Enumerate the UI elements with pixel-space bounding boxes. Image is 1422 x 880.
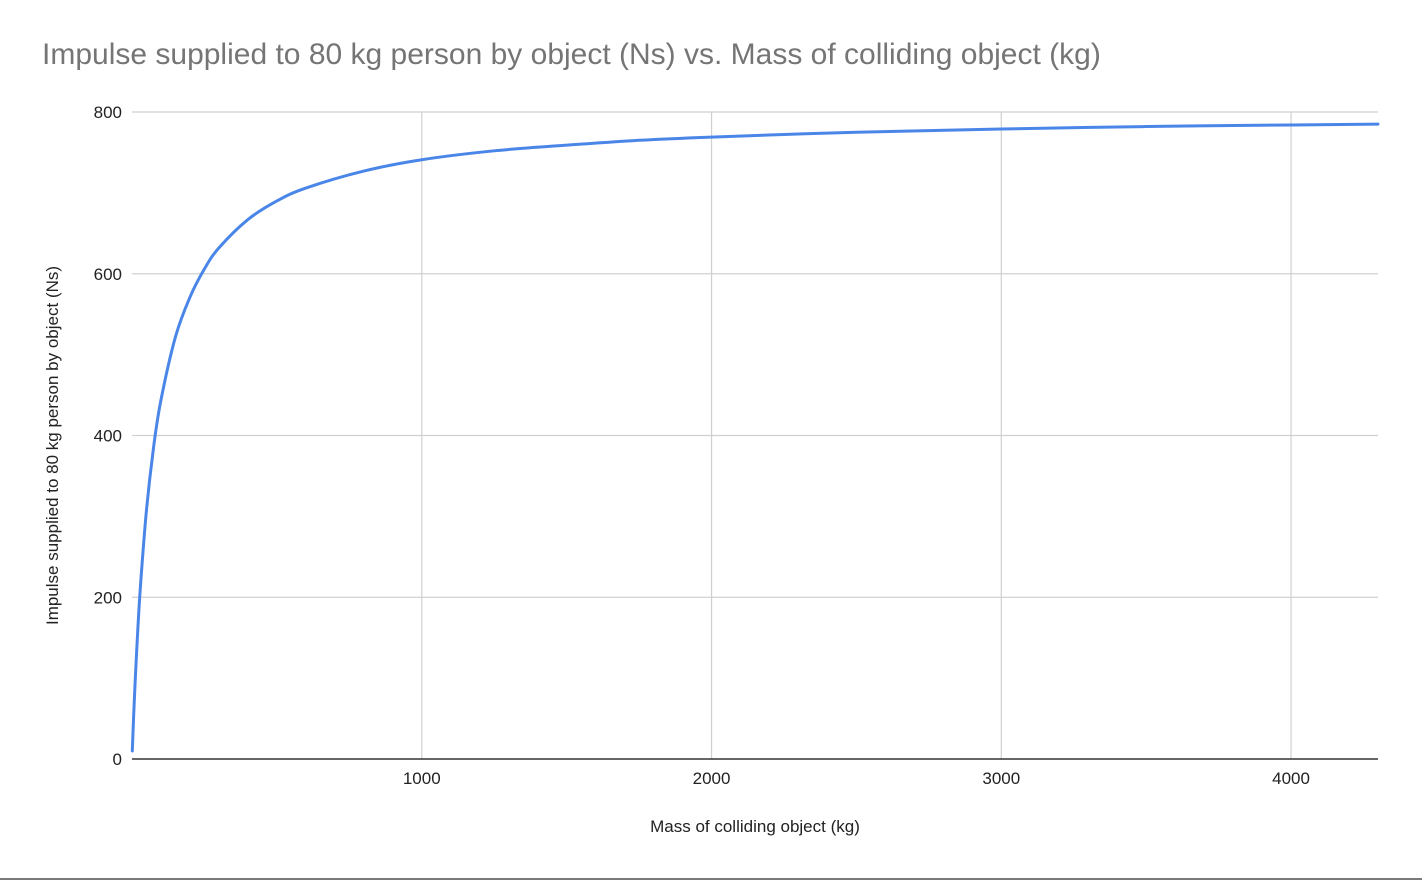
x-tick-label: 3000 (982, 769, 1020, 788)
y-tick-label: 400 (94, 427, 122, 446)
series-line-0 (130, 122, 1380, 753)
y-tick-label: 800 (94, 103, 122, 122)
chart-title: Impulse supplied to 80 kg person by obje… (42, 38, 1101, 71)
x-axis-label: Mass of colliding object (kg) (650, 817, 860, 836)
y-tick-label: 600 (94, 265, 122, 284)
y-axis-label: Impulse supplied to 80 kg person by obje… (43, 266, 62, 625)
y-tick-label: 200 (94, 588, 122, 607)
series-group (130, 122, 1380, 753)
grid-lines (132, 111, 1378, 759)
y-tick-labels: 0 200 400 600 800 (94, 103, 122, 769)
bottom-divider (0, 878, 1422, 880)
x-tick-labels: 1000 2000 3000 4000 (403, 769, 1310, 788)
x-tick-label: 4000 (1272, 769, 1310, 788)
x-tick-label: 2000 (693, 769, 731, 788)
x-tick-label: 1000 (403, 769, 441, 788)
y-tick-label: 0 (113, 750, 122, 769)
